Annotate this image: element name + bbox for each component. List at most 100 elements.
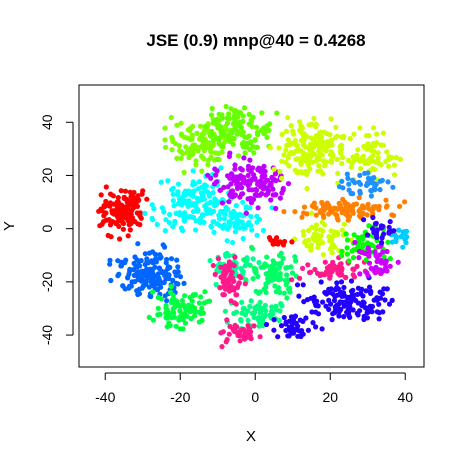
data-point: [150, 249, 156, 255]
data-point: [149, 202, 155, 208]
data-point: [172, 269, 178, 275]
data-point: [269, 174, 275, 180]
y-tick-label: -20: [39, 272, 55, 292]
data-point: [190, 182, 196, 188]
data-point: [237, 329, 243, 335]
data-point: [350, 154, 356, 160]
data-point: [313, 324, 319, 330]
data-point: [226, 199, 232, 205]
data-point: [295, 333, 301, 339]
data-point: [125, 275, 131, 281]
data-point: [355, 285, 361, 291]
data-point: [308, 247, 314, 253]
data-point: [218, 165, 224, 171]
data-point: [279, 158, 285, 164]
data-point: [289, 239, 295, 245]
data-point: [165, 178, 171, 184]
data-point: [328, 228, 334, 234]
data-point: [276, 252, 283, 259]
y-tick-label: 40: [39, 114, 55, 130]
data-point: [212, 271, 218, 277]
data-point: [329, 236, 335, 242]
data-point: [270, 311, 276, 317]
data-point: [219, 112, 225, 118]
data-point: [307, 141, 314, 147]
data-point: [389, 212, 395, 218]
data-point: [249, 187, 255, 193]
data-point: [257, 310, 263, 316]
data-point: [178, 155, 184, 161]
data-point: [345, 175, 351, 181]
data-point: [397, 156, 403, 162]
data-point: [257, 180, 264, 186]
data-point: [375, 155, 381, 161]
data-point: [224, 115, 230, 121]
data-point: [313, 212, 319, 218]
data-point: [176, 317, 182, 323]
data-point: [255, 273, 261, 280]
data-point: [332, 135, 339, 141]
data-point: [181, 190, 187, 196]
data-point: [279, 303, 285, 309]
data-point: [271, 327, 277, 333]
y-tick-label: 0: [39, 225, 55, 233]
data-point: [281, 209, 287, 215]
data-point: [374, 297, 380, 303]
data-point: [286, 286, 292, 292]
data-point: [288, 123, 294, 129]
data-point: [344, 251, 350, 257]
data-point: [326, 268, 332, 274]
data-point: [315, 140, 321, 146]
data-point: [355, 147, 361, 153]
data-point: [242, 263, 248, 269]
data-point: [305, 262, 311, 268]
data-point: [230, 127, 236, 133]
data-point: [250, 276, 256, 282]
y-axis: -40 -20 0 20 40: [39, 114, 74, 345]
data-point: [114, 203, 120, 209]
data-point: [284, 295, 290, 301]
data-point: [300, 138, 306, 144]
data-point: [210, 137, 217, 143]
data-point: [350, 307, 356, 313]
data-point: [347, 301, 353, 307]
data-point: [330, 259, 336, 265]
data-point: [361, 143, 367, 150]
data-point: [311, 200, 317, 206]
data-point: [249, 227, 255, 233]
data-point: [270, 186, 276, 192]
data-point: [212, 196, 218, 202]
data-point: [190, 308, 196, 314]
data-point: [135, 241, 141, 247]
data-point: [340, 196, 346, 202]
data-point: [289, 277, 295, 283]
data-point: [379, 235, 385, 241]
data-point: [305, 327, 311, 333]
data-point: [254, 232, 260, 238]
data-point: [329, 250, 335, 256]
data-point: [149, 215, 155, 221]
data-point: [190, 168, 196, 174]
data-point: [313, 205, 319, 211]
data-point: [340, 185, 346, 191]
data-point: [387, 263, 393, 269]
data-point: [339, 248, 345, 254]
data-point: [169, 147, 175, 153]
data-point: [224, 281, 230, 287]
data-point: [107, 261, 113, 267]
data-point: [328, 159, 335, 165]
data-point: [333, 305, 340, 311]
data-point: [194, 130, 200, 136]
data-point: [266, 277, 272, 283]
data-point: [214, 179, 220, 185]
data-point: [269, 304, 275, 310]
data-point: [264, 123, 270, 129]
data-point: [348, 164, 355, 170]
data-point: [223, 251, 229, 257]
data-point: [199, 305, 205, 311]
data-point: [178, 225, 184, 231]
data-point: [226, 111, 232, 117]
data-point: [380, 130, 386, 136]
data-point: [351, 232, 357, 238]
data-point: [351, 131, 357, 137]
